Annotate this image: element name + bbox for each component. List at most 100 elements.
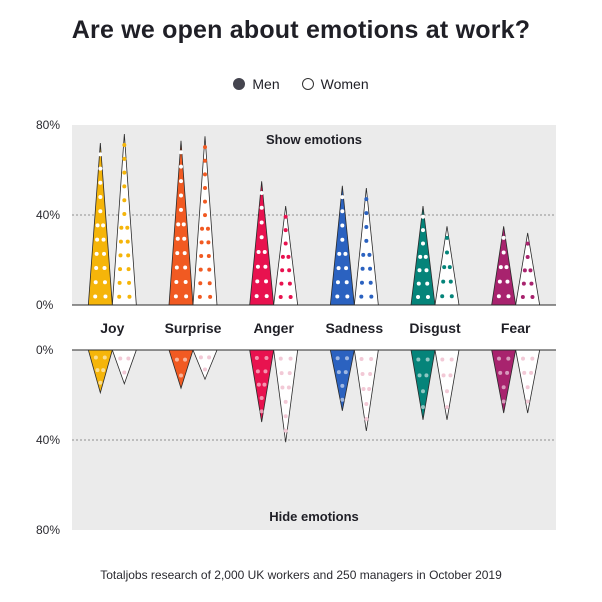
hide-men-pattern (262, 382, 267, 387)
hide-women-pattern (369, 357, 374, 361)
show-men-pattern (501, 235, 506, 240)
show-women-pattern (207, 267, 212, 272)
hide-men-pattern (505, 370, 510, 375)
y-tick-bottom: 40% (36, 433, 60, 447)
hide-women-pattern (367, 387, 372, 391)
chart-title: Are we open about emotions at work? (71, 16, 531, 44)
show-men-pattern (424, 268, 429, 273)
category-label: Sadness (326, 320, 384, 336)
show-women-pattern (369, 294, 374, 299)
show-women-pattern (206, 240, 211, 245)
hide-men-pattern (264, 356, 269, 360)
hide-women-pattern (364, 402, 369, 406)
hide-men-pattern (340, 383, 345, 388)
hide-women-pattern (368, 372, 373, 376)
show-men-pattern (497, 279, 502, 284)
show-men-pattern (425, 294, 430, 299)
show-women-pattern (203, 213, 207, 218)
show-men-pattern (340, 195, 345, 200)
hide-men-pattern (263, 369, 268, 374)
show-women-pattern (278, 294, 283, 299)
hide-women-pattern (522, 370, 527, 375)
show-men-pattern (416, 294, 421, 299)
show-men-pattern (259, 191, 264, 196)
show-women-pattern (126, 253, 131, 258)
hide-women-pattern (126, 356, 131, 361)
show-men-pattern (174, 265, 179, 270)
show-men-pattern (179, 150, 183, 155)
show-women-pattern (122, 184, 127, 189)
show-men-pattern (506, 294, 511, 299)
hide-women-pattern (529, 370, 534, 375)
show-women-pattern (118, 239, 123, 244)
show-women-pattern (521, 281, 526, 286)
legend-swatch-men (233, 78, 246, 90)
show-men-pattern (95, 237, 100, 242)
show-men-pattern (179, 193, 183, 198)
hide-men-pattern (416, 357, 421, 362)
show-men-pattern (498, 265, 503, 270)
hide-women-pattern (445, 389, 449, 394)
hide-women-pattern (525, 385, 530, 390)
show-men-pattern (264, 294, 269, 299)
show-women-pattern (203, 145, 207, 150)
show-men-pattern (102, 266, 107, 271)
hide-women-pattern (283, 428, 288, 433)
show-women-pattern (208, 294, 213, 299)
show-women-pattern (530, 295, 535, 299)
show-women-pattern (125, 225, 130, 230)
show-men-pattern (344, 280, 349, 285)
hide-women-pattern (445, 405, 449, 410)
show-men-pattern (335, 294, 340, 299)
show-men-pattern (102, 251, 107, 256)
hide-men-pattern (174, 357, 179, 362)
hide-men-pattern (417, 373, 422, 378)
hide-men-pattern (501, 385, 506, 390)
show-men-pattern (496, 294, 501, 299)
show-women-pattern (287, 281, 292, 286)
show-women-pattern (359, 294, 364, 299)
show-women-pattern (368, 266, 373, 271)
show-men-pattern (501, 250, 506, 255)
legend-item-women: Women (301, 76, 369, 92)
hide-women-pattern (279, 371, 284, 376)
legend-swatch-women (301, 78, 314, 90)
show-women-pattern (361, 252, 366, 257)
show-men-pattern (343, 251, 348, 256)
hide-men-pattern (102, 355, 107, 360)
show-men-pattern (344, 266, 349, 271)
hide-men-pattern (95, 368, 100, 373)
hide-men-pattern (254, 356, 259, 360)
hide-women-pattern (203, 367, 207, 372)
show-men-pattern (259, 220, 264, 225)
show-men-pattern (175, 251, 180, 256)
show-women-pattern (442, 265, 447, 270)
show-women-pattern (367, 252, 372, 257)
hide-women-pattern (448, 373, 453, 378)
show-men-pattern (504, 265, 509, 270)
show-women-pattern (119, 225, 124, 230)
show-women-pattern (280, 254, 285, 259)
show-men-pattern (337, 251, 342, 256)
show-women-pattern (364, 238, 369, 243)
show-men-pattern (255, 264, 260, 269)
hide-men-pattern (93, 355, 98, 360)
show-women-pattern (203, 185, 207, 190)
show-men-pattern (256, 249, 261, 254)
y-tick-bottom: 80% (36, 523, 60, 537)
show-women-pattern (529, 281, 534, 286)
show-men-pattern (98, 166, 103, 171)
show-men-pattern (182, 251, 187, 256)
show-men-pattern (264, 279, 269, 284)
show-women-pattern (449, 294, 454, 299)
show-women-pattern (360, 266, 365, 271)
hide-women-pattern (449, 357, 454, 362)
show-men-pattern (425, 281, 430, 286)
show-women-pattern (199, 240, 204, 245)
hide-men-pattern (425, 357, 430, 362)
show-women-pattern (203, 199, 207, 204)
show-men-pattern (179, 164, 183, 169)
show-women-pattern (364, 225, 369, 229)
footnote: Totaljobs research of 2,000 UK workers a… (100, 568, 502, 582)
show-women-pattern (126, 267, 131, 272)
